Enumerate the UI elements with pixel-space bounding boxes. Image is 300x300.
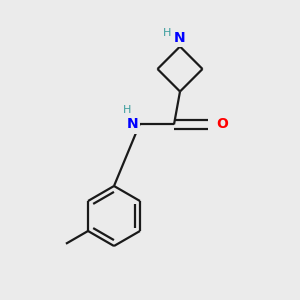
Text: H: H <box>123 106 131 116</box>
Text: H: H <box>163 28 172 38</box>
Text: O: O <box>216 118 228 131</box>
Text: N: N <box>126 118 138 131</box>
Text: N: N <box>174 31 186 45</box>
